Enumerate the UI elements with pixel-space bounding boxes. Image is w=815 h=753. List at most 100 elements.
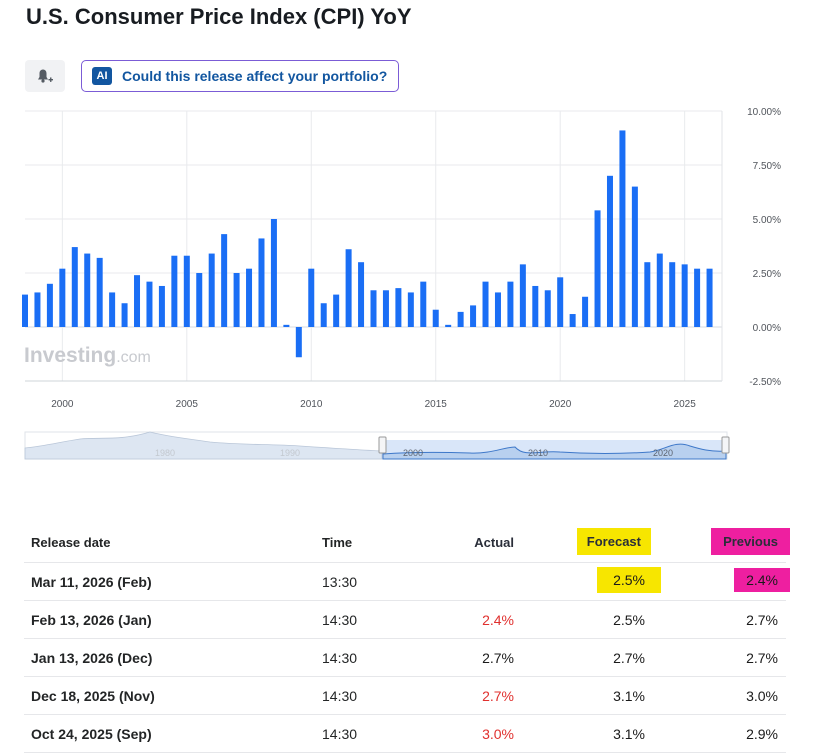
chart-bar[interactable]: [96, 257, 103, 327]
header-forecast[interactable]: Forecast: [576, 528, 651, 555]
release-time: 14:30: [322, 611, 358, 628]
navigator-handle-right[interactable]: [721, 436, 730, 454]
y-tick-label: 10.00%: [747, 107, 781, 118]
page-title: U.S. Consumer Price Index (CPI) YoY: [26, 4, 412, 29]
chart-bar[interactable]: [221, 234, 228, 327]
release-date: Mar 11, 2026 (Feb): [31, 573, 152, 590]
y-axis-labels: 10.00% 7.50% 5.00% 2.50% 0.00% -2.50%: [747, 107, 781, 388]
chart-bar[interactable]: [420, 281, 427, 327]
chart-bar[interactable]: [457, 311, 464, 327]
chart-bar[interactable]: [183, 255, 190, 327]
chart-bar[interactable]: [594, 210, 601, 327]
chart-bar[interactable]: [694, 268, 701, 327]
chart-bar[interactable]: [606, 175, 613, 327]
chart-bar[interactable]: [295, 327, 302, 358]
chart-bar[interactable]: [308, 268, 315, 327]
chart-bar[interactable]: [171, 255, 178, 327]
navigator[interactable]: 1980 1990 2000 2010 2020: [24, 431, 730, 460]
chart-bar[interactable]: [333, 294, 340, 327]
chart-bar[interactable]: [544, 290, 551, 327]
chart-bar[interactable]: [395, 288, 402, 327]
chart-bar[interactable]: [320, 303, 327, 327]
chart-bar[interactable]: [109, 292, 116, 327]
chart-bar[interactable]: [84, 253, 91, 327]
chart-bar[interactable]: [494, 292, 501, 327]
chart-bar[interactable]: [507, 281, 514, 327]
header-actual[interactable]: Actual: [474, 534, 514, 550]
history-table: Release date Time Actual Forecast Previo…: [24, 522, 790, 753]
chart-bar[interactable]: [569, 314, 576, 327]
chart-bar[interactable]: [358, 262, 365, 327]
table-row: Jan 13, 2026 (Dec) 14:30 2.7% 2.7% 2.7%: [24, 639, 786, 677]
chart-bar[interactable]: [134, 275, 141, 327]
release-time: 14:30: [322, 687, 358, 704]
chart-bar[interactable]: [656, 253, 663, 327]
navigator-handle-left[interactable]: [378, 436, 387, 454]
chart-bar[interactable]: [158, 285, 165, 327]
chart-bar[interactable]: [557, 277, 564, 327]
chart-bar[interactable]: [706, 268, 713, 327]
forecast-value: 2.5%: [613, 611, 645, 628]
header-previous[interactable]: Previous: [711, 528, 790, 555]
chart-bar[interactable]: [644, 262, 651, 327]
table-row: Mar 11, 2026 (Feb) 13:30 2.5% 2.4%: [24, 563, 790, 601]
navigator-area-left: [24, 431, 383, 460]
release-time: 14:30: [322, 725, 358, 742]
navigator-labels: 1980 1990 2000 2010 2020: [155, 448, 673, 458]
chart-bar[interactable]: [246, 268, 253, 327]
chart-bar[interactable]: [283, 324, 290, 327]
chart-bar[interactable]: [345, 249, 352, 327]
release-date: Dec 18, 2025 (Nov): [31, 687, 155, 704]
chart-bar[interactable]: [432, 309, 439, 327]
forecast-value: 3.1%: [613, 687, 645, 704]
chart-bar[interactable]: [532, 285, 539, 327]
chart-bar[interactable]: [582, 296, 589, 327]
chart-bar[interactable]: [445, 324, 452, 327]
previous-value: 3.0%: [746, 687, 778, 704]
previous-value: 2.9%: [746, 725, 778, 742]
ai-portfolio-button[interactable]: AI Could this release affect your portfo…: [81, 60, 399, 92]
y-tick-label: 7.50%: [753, 161, 781, 172]
x-tick-label: 2015: [425, 399, 448, 410]
chart-bar[interactable]: [470, 305, 477, 327]
chart-bar[interactable]: [482, 281, 489, 327]
chart-bar[interactable]: [407, 292, 414, 327]
table-row: Oct 24, 2025 (Sep) 14:30 3.0% 3.1% 2.9%: [24, 715, 786, 753]
watermark-text: Investing: [24, 344, 116, 367]
chart-bar[interactable]: [669, 262, 676, 327]
chart-bar[interactable]: [382, 290, 389, 327]
chart-bar[interactable]: [519, 264, 526, 327]
header-time[interactable]: Time: [322, 534, 353, 550]
chart-bar[interactable]: [370, 290, 377, 327]
chart-bar[interactable]: [258, 238, 265, 327]
y-tick-label: 0.00%: [753, 323, 781, 334]
chart-bar[interactable]: [121, 303, 128, 327]
header-release-date[interactable]: Release date: [31, 534, 111, 550]
bell-plus-icon: [38, 69, 53, 83]
chart-bar[interactable]: [22, 294, 28, 327]
chart-bar[interactable]: [619, 130, 626, 327]
forecast-value: 2.7%: [613, 649, 645, 666]
ai-prompt-label: Could this release affect your portfolio…: [122, 68, 388, 84]
forecast-value: 3.1%: [613, 725, 645, 742]
chart-bar[interactable]: [59, 268, 66, 327]
navigator-area-right: [382, 443, 727, 460]
table-header: Release date Time Actual Forecast Previo…: [24, 522, 790, 563]
chart-bar[interactable]: [681, 264, 688, 327]
chart-bar[interactable]: [196, 273, 203, 327]
chart-bar[interactable]: [46, 283, 53, 327]
chart-bar[interactable]: [233, 273, 240, 327]
previous-value: 2.7%: [746, 649, 778, 666]
table-row: Feb 13, 2026 (Jan) 14:30 2.4% 2.5% 2.7%: [24, 601, 786, 639]
chart-bar[interactable]: [71, 247, 78, 327]
chart-bar[interactable]: [146, 281, 153, 327]
add-alert-button[interactable]: [25, 60, 65, 92]
y-tick-label: 5.00%: [753, 215, 781, 226]
chart-bar[interactable]: [208, 253, 215, 327]
y-tick-label: 2.50%: [753, 269, 781, 280]
cpi-chart[interactable]: 10.00%7.50%5.00%2.50%0.00%-2.50% 2000 200…: [0, 100, 815, 470]
chart-bar[interactable]: [631, 186, 638, 327]
chart-bar[interactable]: [34, 292, 41, 327]
chart-bar[interactable]: [270, 219, 277, 327]
navigator-label: 2000: [403, 448, 423, 458]
